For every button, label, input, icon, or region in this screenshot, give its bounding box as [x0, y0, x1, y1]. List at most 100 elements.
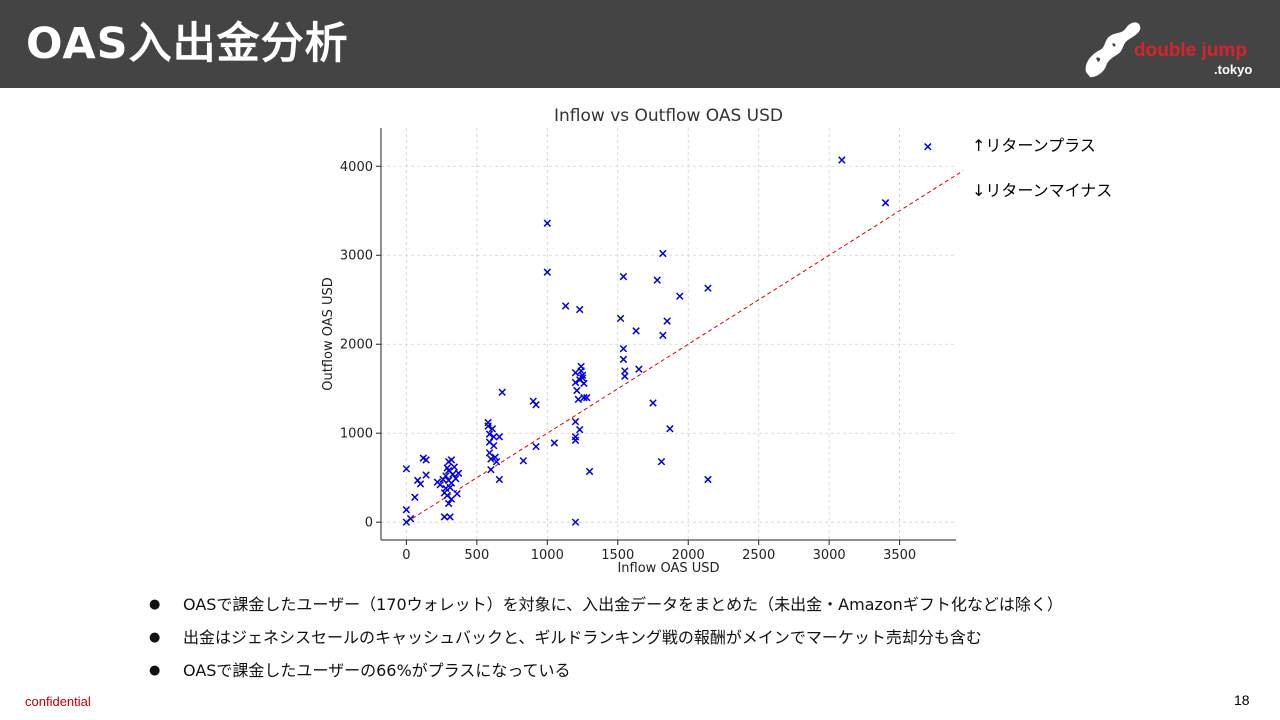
y-tick-label: 3000	[340, 249, 373, 264]
data-point	[444, 499, 453, 508]
x-tick-label: 1000	[531, 548, 564, 563]
data-point	[436, 481, 444, 489]
data-point	[451, 474, 460, 483]
x-tick-label: 0	[402, 548, 410, 563]
double-jump-logo: double jump .tokyo	[1082, 14, 1262, 80]
data-point	[543, 219, 552, 227]
data-point	[571, 436, 580, 445]
data-point	[635, 365, 643, 373]
chart-grid	[381, 128, 956, 540]
data-point	[416, 480, 425, 488]
data-point	[585, 467, 594, 476]
data-point	[619, 272, 628, 281]
data-point	[411, 493, 419, 502]
scatter-chart: 0 500 1000 1500 2000 2500 3000 3500 0 1000 2000 300…	[321, 106, 964, 576]
data-point	[616, 314, 625, 323]
data-point	[402, 506, 411, 514]
data-point	[659, 331, 667, 340]
logo-text-sub: .tokyo	[1214, 62, 1253, 77]
data-point	[491, 453, 499, 461]
data-point	[574, 395, 583, 404]
data-point	[450, 463, 459, 471]
y-tick-label: 2000	[340, 338, 373, 353]
annotation-return-minus: ↓リターンマイナス	[972, 181, 1113, 200]
data-point	[580, 379, 588, 388]
data-point	[490, 433, 498, 441]
y-tick-label: 4000	[340, 160, 373, 175]
slide-title: OAS入出金分析	[26, 19, 349, 69]
y-tick-label: 0	[365, 516, 373, 531]
data-point	[422, 456, 430, 464]
data-point	[704, 284, 712, 292]
x-axis-title: Inflow OAS USD	[617, 561, 719, 576]
data-point	[484, 422, 492, 430]
page-number: 18	[1234, 692, 1250, 708]
data-point	[446, 513, 454, 521]
data-point	[881, 199, 890, 207]
data-point	[663, 317, 671, 325]
data-point	[580, 393, 588, 402]
bullet-list: ● OASで課金したユーザー（170ウォレット）を対象に、入出金データをまとめた（…	[145, 592, 1063, 691]
data-point	[492, 457, 501, 466]
data-point	[449, 470, 457, 478]
data-point	[447, 456, 456, 464]
data-point	[402, 465, 411, 473]
bullet-text: OASで課金したユーザー（170ウォレット）を対象に、入出金データをまとめた（未…	[183, 595, 1063, 614]
data-point	[619, 355, 628, 364]
data-point	[485, 430, 494, 438]
bullet-dot-icon: ●	[149, 630, 161, 645]
y-axis-title: Outflow OAS USD	[321, 277, 336, 391]
data-point	[487, 455, 495, 463]
data-point	[924, 142, 932, 151]
data-point	[666, 425, 674, 433]
data-point	[676, 292, 684, 300]
data-point	[485, 449, 494, 457]
chart-axes	[376, 128, 956, 545]
data-point	[440, 513, 449, 521]
data-point	[649, 399, 657, 407]
bullet-item: ● OASで課金したユーザー（170ウォレット）を対象に、入出金データをまとめた（…	[145, 592, 1063, 625]
data-point	[704, 475, 712, 484]
data-point	[653, 276, 661, 284]
x-tick-label: 500	[464, 548, 489, 563]
data-point	[632, 327, 640, 335]
x-tick-label: 1500	[601, 548, 634, 563]
data-point	[495, 475, 504, 484]
data-point	[838, 156, 846, 164]
reference-line-layer	[406, 170, 964, 523]
reference-line	[406, 170, 964, 523]
data-point	[578, 374, 587, 382]
logo-brush-icon	[1085, 22, 1141, 78]
bullet-item: ● OASで課金したユーザーの66%がプラスになっている	[145, 658, 1063, 691]
x-tick-label: 3000	[813, 548, 846, 563]
data-point	[659, 249, 667, 258]
data-point	[619, 344, 628, 353]
data-point	[573, 386, 581, 395]
data-point	[519, 457, 528, 465]
data-point	[454, 469, 463, 477]
data-point	[561, 302, 570, 310]
data-point	[532, 442, 540, 451]
data-point	[583, 393, 591, 402]
bullet-text: 出金はジェネシスセールのキャッシュバックと、ギルドランキング戦の報酬がメインでマ…	[183, 628, 982, 647]
data-point	[621, 372, 629, 380]
annotation-return-plus: ↑リターンプラス	[972, 136, 1096, 155]
bullet-text: OASで課金したユーザーの66%がプラスになっている	[183, 661, 571, 680]
data-point	[575, 425, 584, 434]
data-point	[571, 417, 580, 426]
x-tick-label: 2000	[672, 548, 705, 563]
data-point	[550, 439, 559, 447]
data-point	[621, 367, 629, 375]
data-point	[543, 268, 552, 276]
bullet-item: ● 出金はジェネシスセールのキャッシュバックと、ギルドランキング戦の報酬がメインで…	[145, 625, 1063, 658]
data-point	[571, 368, 580, 377]
data-point	[442, 472, 450, 480]
data-point	[571, 518, 580, 526]
data-point	[488, 425, 497, 433]
x-tick-label: 3500	[883, 548, 916, 563]
data-point	[447, 495, 456, 503]
chart-labels: 0 500 1000 1500 2000 2500 3000 3500 0 1000 2000 300…	[321, 106, 916, 576]
data-point	[453, 489, 461, 498]
chart-title: Inflow vs Outflow OAS USD	[554, 106, 783, 126]
data-point	[657, 457, 666, 466]
